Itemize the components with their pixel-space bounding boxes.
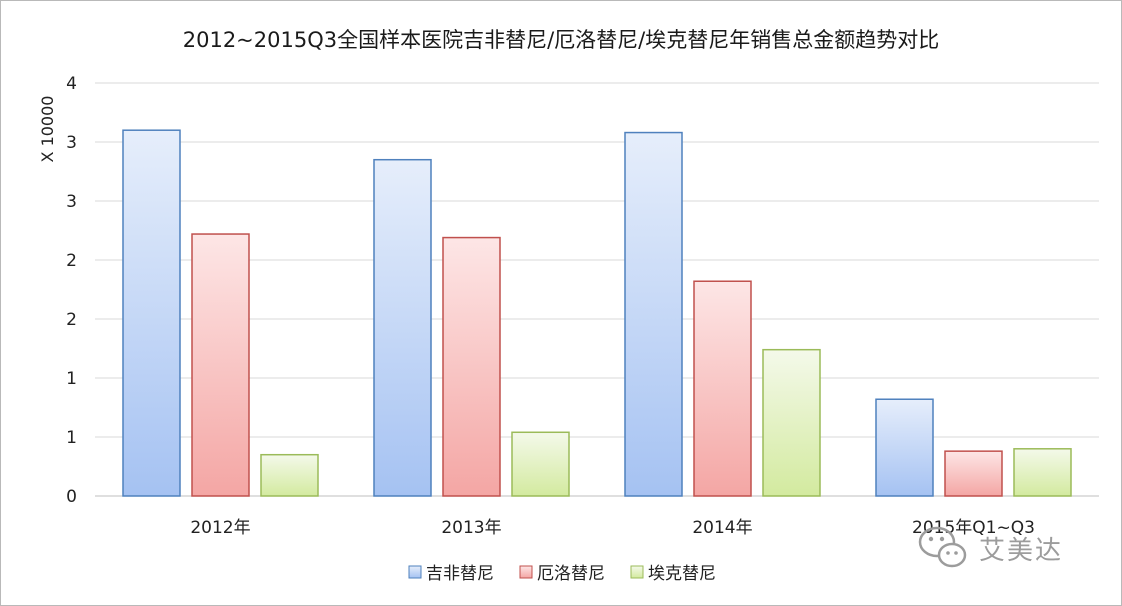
bar [191,233,250,497]
x-tick-label: 2015年Q1~Q3 [912,518,1035,538]
bar [122,129,181,497]
bar [875,398,934,497]
wechat-icon [918,526,967,568]
x-tick-label: 2013年 [441,518,501,538]
x-tick-label: 2012年 [190,518,250,538]
y-tick-label: 3 [66,192,77,212]
watermark-text: 艾美达 [979,536,1063,566]
legend-swatch [408,565,422,579]
bar [944,450,1003,497]
legend-label: 吉非替尼 [426,564,494,584]
bar [624,131,683,497]
legend-label: 埃克替尼 [648,564,716,584]
y-tick-label: 2 [66,251,77,271]
y-axis-ticks: 0 1 1 2 2 3 3 4 [66,74,77,507]
grid-lines [95,82,1099,497]
x-axis-ticks: 2012年 2013年 2014年 2015年Q1~Q3 [190,518,1035,538]
bars [122,129,1072,497]
bar [693,280,752,497]
bar [1013,448,1072,497]
watermark: 艾美达 [918,526,1063,568]
y-tick-label: 4 [66,74,77,94]
legend-swatch [519,565,533,579]
y-tick-label: 0 [66,487,77,507]
x-tick-label: 2014年 [692,518,752,538]
y-tick-label: 1 [66,428,77,448]
bar [442,236,501,497]
bar [260,453,319,497]
chart-title: 2012~2015Q3全国样本医院吉非替尼/厄洛替尼/埃克替尼年销售总金额趋势对… [183,28,940,52]
bar [511,431,570,497]
y-axis-label: X 10000 [38,96,57,163]
bar [762,348,821,497]
y-tick-label: 2 [66,310,77,330]
y-tick-label: 1 [66,369,77,389]
bar [373,158,432,497]
legend: 吉非替尼 厄洛替尼 埃克替尼 [408,564,716,584]
y-tick-label: 3 [66,133,77,153]
legend-label: 厄洛替尼 [537,564,605,584]
legend-swatch [630,565,644,579]
